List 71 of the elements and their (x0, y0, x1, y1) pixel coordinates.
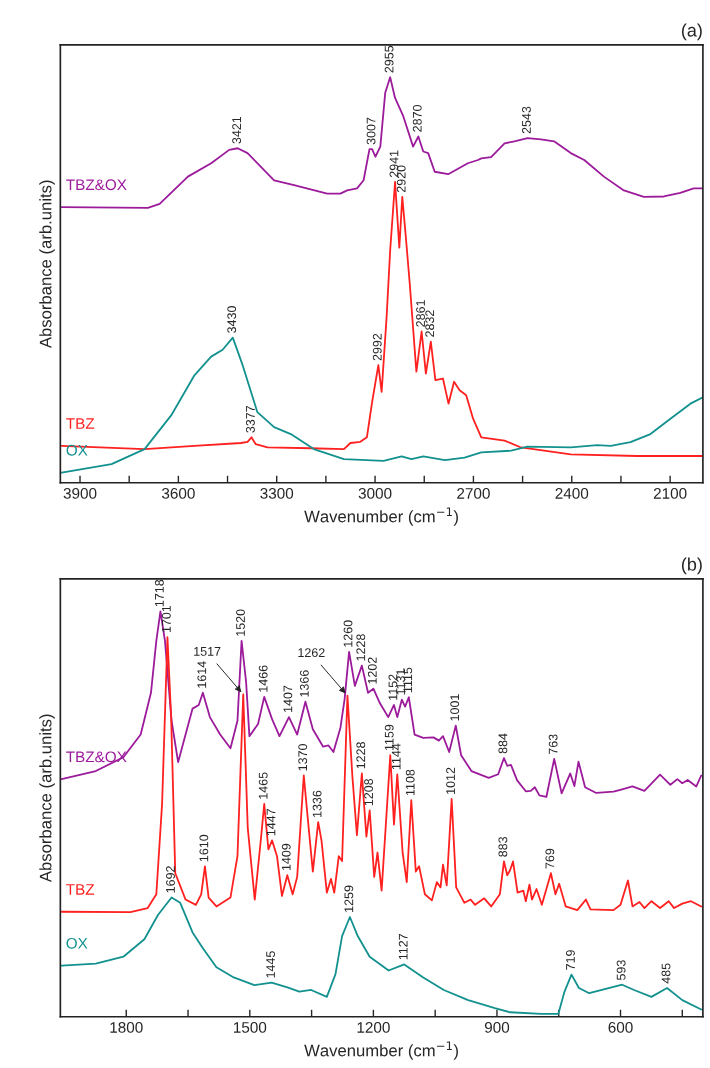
annotation: 1001 (450, 694, 460, 721)
annotation: 1159 (384, 724, 394, 751)
annotation: 1465 (258, 772, 268, 799)
annotation: 1127 (398, 934, 408, 960)
annotation: 883 (498, 836, 508, 857)
series-label: OX (66, 937, 88, 949)
x-axis-title: Wavenumber (cm$^{−1}$) (304, 507, 458, 526)
x-axis-title: Wavenumber (cm$^{−1}$) (304, 1041, 458, 1060)
annotation: 1108 (405, 769, 415, 796)
annotation: 3430 (227, 306, 237, 333)
annotation: 2992 (372, 333, 382, 361)
annotation: 2955 (384, 45, 394, 73)
chart-title: (a) (681, 23, 702, 41)
x-tick-label: 900 (484, 1022, 510, 1033)
annotation: 1610 (199, 834, 209, 862)
x-tick-label: 3000 (358, 488, 392, 499)
annotation: 1262 (298, 648, 325, 658)
annotation: 1366 (299, 670, 309, 697)
annotation: 884 (498, 733, 508, 754)
annotation: 1228 (356, 634, 366, 661)
annotation: 1336 (312, 790, 322, 817)
annotation: 1144 (391, 743, 401, 770)
series-label: TBZ&OX (66, 179, 127, 191)
annotation: 2861 (416, 300, 425, 327)
annotation: 1718 (154, 579, 164, 607)
annotation: 719 (566, 950, 575, 970)
x-tick-label: 1200 (357, 1022, 390, 1033)
annotation: 1409 (281, 843, 291, 871)
annotation: 763 (548, 734, 558, 755)
annotation: 2543 (522, 106, 531, 134)
annotation: 2832 (425, 310, 435, 337)
y-axis-title: Absorbance (arb.units) (39, 180, 55, 349)
annotation: 769 (545, 848, 555, 869)
x-tick-label: 3600 (161, 488, 195, 499)
annotation: 1520 (236, 609, 245, 636)
annotation: 1228 (356, 742, 366, 769)
annotation: 1692 (166, 866, 175, 893)
x-tick-label: 2400 (555, 488, 589, 499)
annotation: 1370 (298, 744, 308, 771)
x-tick-label: 3900 (63, 488, 97, 499)
y-axis-title: Absorbance (arb.units) (39, 714, 55, 883)
annotation: 1407 (283, 685, 293, 712)
series-label: OX (66, 444, 88, 456)
series-label: TBZ (66, 418, 95, 429)
annotation: 1012 (446, 767, 455, 794)
annotation: 1115 (403, 667, 413, 693)
annotation: 1208 (364, 778, 374, 806)
annotation: 1259 (344, 885, 354, 912)
annotation: 1152 (388, 674, 398, 700)
x-tick-label: 600 (608, 1022, 633, 1033)
annotation: 1445 (266, 951, 276, 978)
x-tick-label: 1800 (110, 1022, 143, 1033)
annotation: 485 (661, 963, 671, 984)
annotation: 1260 (343, 620, 353, 647)
series-label: TBZ (66, 884, 95, 895)
annotation: 1517 (194, 647, 221, 656)
annotation: 3007 (366, 117, 376, 145)
annotation: 1466 (258, 665, 268, 692)
x-tick-label: 3300 (260, 488, 294, 499)
annotation: 1701 (161, 605, 171, 633)
annotation: 593 (616, 960, 626, 981)
annotation: 1614 (197, 661, 207, 688)
x-tick-label: 1500 (233, 1022, 267, 1033)
chart-title: (b) (681, 557, 702, 575)
annotation: 1447 (266, 809, 276, 836)
annotation: 3377 (245, 405, 255, 433)
annotation: 3421 (232, 116, 242, 144)
x-tick-label: 2700 (457, 488, 490, 499)
x-tick-label: 2100 (653, 488, 687, 499)
annotation: 1202 (367, 657, 377, 684)
annotation: 2870 (412, 105, 422, 132)
